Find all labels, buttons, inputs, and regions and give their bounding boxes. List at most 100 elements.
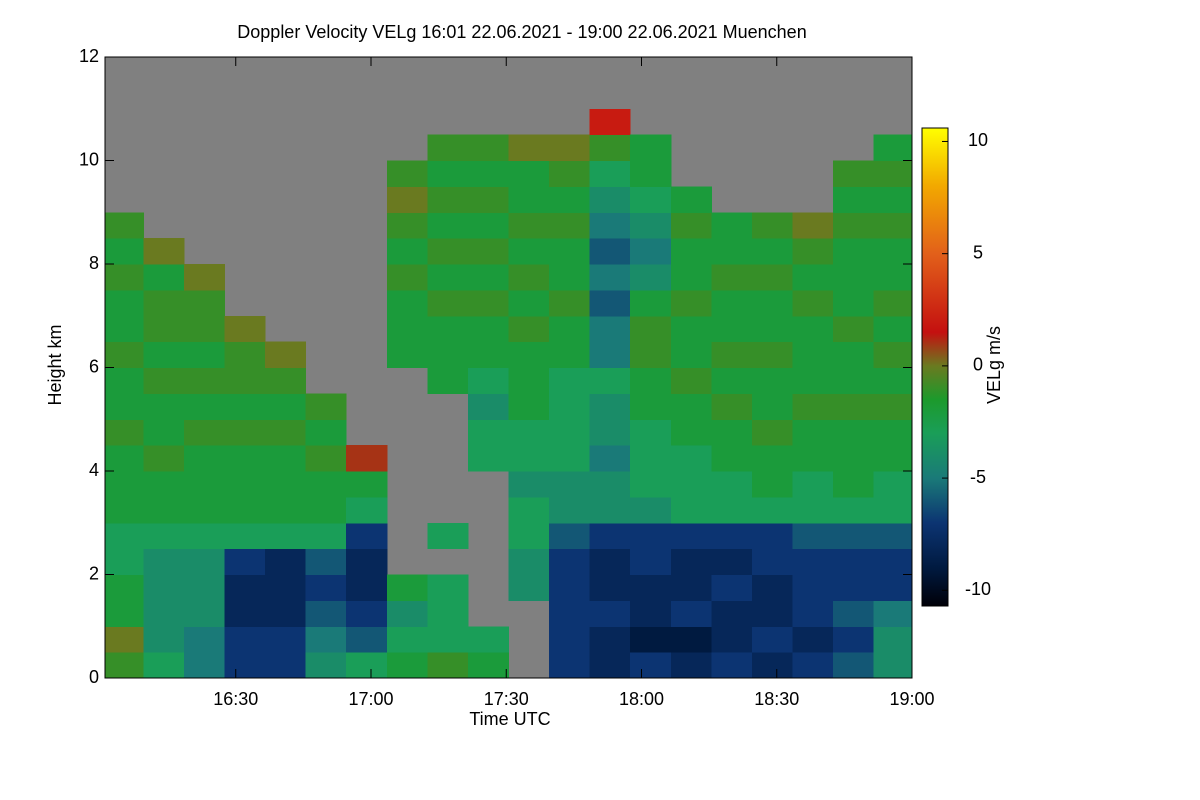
- heatmap-cell: [508, 522, 550, 550]
- heatmap-cell: [630, 315, 672, 343]
- heatmap-cell: [833, 496, 875, 524]
- heatmap-cell: [508, 134, 550, 161]
- heatmap-cell: [711, 548, 753, 575]
- heatmap-cell: [183, 548, 225, 575]
- heatmap-cell: [105, 471, 144, 498]
- heatmap-cell: [346, 600, 388, 627]
- heatmap-cell: [670, 471, 712, 498]
- y-axis-label: Height km: [45, 324, 65, 405]
- heatmap-cell: [427, 289, 469, 317]
- heatmap-cell: [589, 160, 631, 187]
- heatmap-cell: [265, 341, 307, 368]
- heatmap-cell: [630, 548, 672, 575]
- heatmap-cell: [589, 419, 631, 446]
- heatmap-cell: [751, 496, 794, 524]
- heatmap-cell: [346, 445, 388, 472]
- heatmap-cell: [105, 419, 144, 446]
- heatmap: [105, 57, 912, 678]
- heatmap-cell: [873, 600, 912, 627]
- heatmap-cell: [549, 496, 591, 524]
- heatmap-cell: [143, 264, 185, 291]
- heatmap-cell: [105, 548, 144, 575]
- heatmap-cell: [183, 496, 225, 524]
- heatmap-cell: [183, 367, 225, 394]
- heatmap-cell: [589, 238, 631, 265]
- heatmap-cell: [224, 341, 266, 368]
- heatmap-cell: [386, 600, 428, 627]
- heatmap-cell: [589, 574, 631, 601]
- heatmap-cell: [265, 652, 307, 678]
- heatmap-cell: [589, 445, 631, 472]
- heatmap-cell: [508, 264, 550, 291]
- heatmap-cell: [670, 600, 712, 627]
- heatmap-cell: [467, 264, 509, 291]
- heatmap-cell: [305, 548, 347, 575]
- heatmap-cell: [711, 522, 753, 550]
- heatmap-cell: [105, 289, 144, 317]
- heatmap-cell: [224, 600, 266, 627]
- heatmap-cell: [630, 264, 672, 291]
- heatmap-cell: [833, 289, 875, 317]
- colorbar-label: VELg m/s: [984, 326, 1004, 404]
- heatmap-cell: [386, 160, 428, 187]
- heatmap-cell: [427, 522, 469, 550]
- heatmap-cell: [873, 574, 912, 601]
- heatmap-cell: [630, 238, 672, 265]
- heatmap-cell: [873, 264, 912, 291]
- heatmap-cell: [224, 574, 266, 601]
- heatmap-cell: [427, 238, 469, 265]
- heatmap-cell: [183, 341, 225, 368]
- heatmap-cell: [630, 186, 672, 213]
- heatmap-cell: [751, 574, 794, 601]
- heatmap-cell: [508, 574, 550, 601]
- heatmap-cell: [224, 393, 266, 420]
- heatmap-cell: [224, 522, 266, 550]
- heatmap-cell: [105, 367, 144, 394]
- heatmap-cell: [508, 471, 550, 498]
- heatmap-cell: [589, 548, 631, 575]
- heatmap-cell: [467, 393, 509, 420]
- heatmap-cell: [346, 522, 388, 550]
- heatmap-cell: [630, 160, 672, 187]
- heatmap-cell: [265, 471, 307, 498]
- heatmap-cell: [589, 134, 631, 161]
- heatmap-cell: [792, 315, 834, 343]
- heatmap-cell: [305, 626, 347, 653]
- heatmap-cell: [670, 522, 712, 550]
- heatmap-cell: [670, 496, 712, 524]
- colorbar-tick-label: -10: [965, 579, 991, 599]
- heatmap-cell: [589, 264, 631, 291]
- heatmap-cell: [751, 522, 794, 550]
- heatmap-cell: [183, 652, 225, 678]
- heatmap-cell: [792, 289, 834, 317]
- heatmap-cell: [630, 471, 672, 498]
- heatmap-cell: [427, 186, 469, 213]
- heatmap-cell: [630, 522, 672, 550]
- heatmap-cell: [508, 496, 550, 524]
- heatmap-cell: [183, 522, 225, 550]
- heatmap-cell: [265, 548, 307, 575]
- heatmap-cell: [711, 471, 753, 498]
- heatmap-cell: [346, 652, 388, 678]
- heatmap-cell: [549, 264, 591, 291]
- heatmap-cell: [792, 522, 834, 550]
- heatmap-cell: [183, 393, 225, 420]
- heatmap-cell: [427, 212, 469, 239]
- heatmap-cell: [630, 289, 672, 317]
- heatmap-cell: [670, 315, 712, 343]
- heatmap-cell: [792, 652, 834, 678]
- heatmap-cell: [630, 652, 672, 678]
- heatmap-cell: [873, 445, 912, 472]
- heatmap-cell: [549, 238, 591, 265]
- heatmap-cell: [386, 186, 428, 213]
- heatmap-cell: [549, 548, 591, 575]
- heatmap-cell: [183, 315, 225, 343]
- heatmap-cell: [386, 574, 428, 601]
- heatmap-cell: [670, 212, 712, 239]
- heatmap-cell: [305, 496, 347, 524]
- heatmap-cell: [873, 134, 912, 161]
- colorbar-tick-label: 10: [968, 130, 988, 150]
- heatmap-cell: [751, 238, 794, 265]
- heatmap-cell: [711, 600, 753, 627]
- heatmap-cell: [589, 652, 631, 678]
